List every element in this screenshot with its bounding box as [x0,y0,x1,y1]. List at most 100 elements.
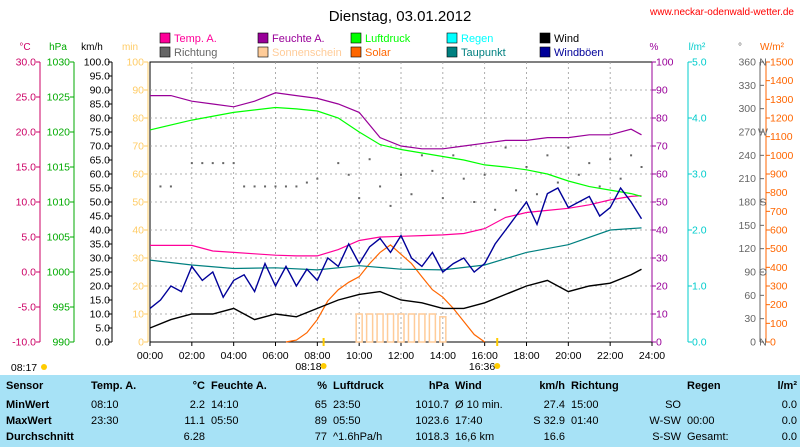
axis-unit-direction: ° [738,42,742,53]
legend-swatch [539,32,551,44]
direction-axis-tick-label: 150 [738,220,756,232]
direction-point [410,193,413,196]
direction-axis-tick-label: 210 [738,173,756,185]
series-windb-en [149,186,643,309]
direction-point [264,185,267,188]
direction-point [609,158,612,161]
stats-head-sensor: Sensor [6,380,44,392]
direction-point [420,154,423,157]
x-tick-label: 08:00 [304,350,330,362]
stats-cell-p-val: 1023.6 [415,415,449,427]
legend-swatch [446,46,458,58]
sunshine-bar [439,316,447,343]
sunrise-mark-label: 08:18 [295,361,321,373]
website-link[interactable]: www.neckar-odenwald-wetter.de [649,7,794,18]
stats-cell-label: MinWert [6,399,50,411]
x-tick-label: 18:00 [513,350,539,362]
stats-row-minwert: MinWert 08:10 2.2 14:10 65 23:50 1010.7 Ø 10 mi… [0,397,800,413]
wind-axis-tick-label: 10.0 [90,309,111,321]
axis-unit-pressure: hPa [49,42,67,53]
rain-axis-tick-label: 3.0 [692,169,707,181]
stats-cell-t-val: 2.2 [189,399,205,411]
pressure-axis-tick-label: 1005 [47,232,71,244]
temp-axis-tick-label: -10.0 [12,337,36,349]
direction-point [190,162,193,165]
temp-axis-tick-label: 15.0 [16,162,37,174]
direction-axis-tick-label: 360 [738,57,756,69]
sun-axis-tick-label: 80 [132,113,144,125]
stats-cell-h-val: 77 [314,431,327,443]
rain-axis-tick-label: 2.0 [692,225,707,237]
direction-point [379,185,382,188]
weather-chart: Dienstag, 03.01.2012 www.neckar-odenwald… [11,7,795,374]
stats-cell-h-time: 05:50 [211,415,239,427]
axis-unit-humidity: % [650,42,659,53]
direction-point [211,162,214,165]
solar-axis-tick-label: 700 [770,206,788,218]
x-tick-label: 02:00 [179,350,205,362]
x-tick-label: 20:00 [555,350,581,362]
direction-point [567,146,570,149]
direction-compass-label: S [759,197,766,209]
temp-axis-tick-label: 0.0 [21,267,36,279]
direction-point [201,162,204,165]
direction-compass-label: W [758,127,768,139]
sun-axis-tick-label: 0 [138,337,144,349]
series-taupunkt [149,227,642,271]
stats-cell-h-time [208,429,280,445]
solar-axis-tick-label: 900 [770,169,788,181]
temp-axis-tick-label: 10.0 [16,197,37,209]
humidity-axis-tick-label: 30 [656,253,668,265]
stats-cell-h-val: 89 [314,415,327,427]
x-tick-label: 06:00 [262,350,288,362]
solar-axis-tick-label: 1100 [770,131,793,143]
sunshine-bar [428,313,437,343]
direction-point [284,185,287,188]
x-tick-label: 12:00 [388,350,414,362]
stats-head-pressure: Luftdruck [333,380,384,392]
solar-axis-tick-label: 0 [770,337,776,349]
humidity-axis-tick-label: 10 [656,309,668,321]
series-feuchte-a [150,92,642,150]
stats-cell-p-val: 1018.3 [415,431,449,443]
direction-point [556,181,559,184]
sunrise-mark-icon [320,363,327,369]
direction-compass-label: O [759,267,767,279]
legend-label: Solar [365,47,391,59]
direction-point [368,158,371,161]
legend-label: Feuchte A. [272,33,325,45]
direction-point [305,181,308,184]
sun-times: 08:17 08:18 16:36 [11,338,501,374]
sun-axis-tick-label: 50 [132,197,144,209]
wind-axis-tick-label: 70.0 [90,141,111,153]
direction-point [169,185,172,188]
sunshine-bar [365,313,374,343]
solar-axis-tick-label: 100 [770,318,788,330]
wind-axis-tick-label: 100.0 [84,57,110,69]
direction-point [630,154,633,157]
direction-axis-tick-label: 270 [738,127,756,139]
series-richtung [159,146,643,211]
axis-unit-wind: km/h [81,42,103,53]
temp-axis-tick-label: 5.0 [21,232,36,244]
direction-axis-tick-label: 180 [738,197,756,209]
chart-title: Dienstag, 03.01.2012 [329,8,472,25]
time-axis: 00:00 02:00 04:00 06:00 08:00 10:00 12:00 14:00… [137,342,665,362]
stats-cell-p-time: 05:50 [333,415,361,427]
wind-axis-tick-label: 45.0 [90,211,111,223]
wind-axis-tick-label: 95.0 [90,71,111,83]
direction-compass-label: N [759,337,767,349]
stats-row-durchschnitt: Durchschnitt 6.28 77 ^1.6hPa/h 1018.3 16,6 km… [0,429,800,445]
direction-point [525,166,528,168]
direction-compass-label: N [759,57,767,69]
sunshine-bar [376,313,384,343]
stats-cell-t-time [88,429,150,445]
direction-point [253,185,256,188]
stats-cell-p-time: ^1.6hPa/h [333,431,383,443]
direction-point [295,185,298,188]
stats-cell-d-time [568,429,636,445]
direction-point [159,185,162,188]
stats-cell-h-time: 14:10 [211,399,239,411]
stats-cell-t-time: 23:30 [91,415,119,427]
stats-cell-w-time: 17:40 [455,415,483,427]
